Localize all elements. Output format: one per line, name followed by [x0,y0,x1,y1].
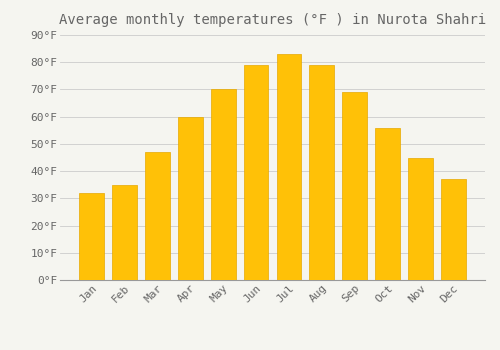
Bar [376,127,400,280]
Bar [441,179,466,280]
Title: Average monthly temperatures (°F ) in Nurota Shahri: Average monthly temperatures (°F ) in Nu… [59,13,486,27]
Bar [342,92,367,280]
Bar [145,152,170,280]
Bar [310,65,334,280]
Bar [211,90,236,280]
Bar [178,117,203,280]
Bar [112,185,137,280]
Bar [80,193,104,280]
Bar [244,65,268,280]
Bar [408,158,433,280]
Bar [276,54,301,280]
